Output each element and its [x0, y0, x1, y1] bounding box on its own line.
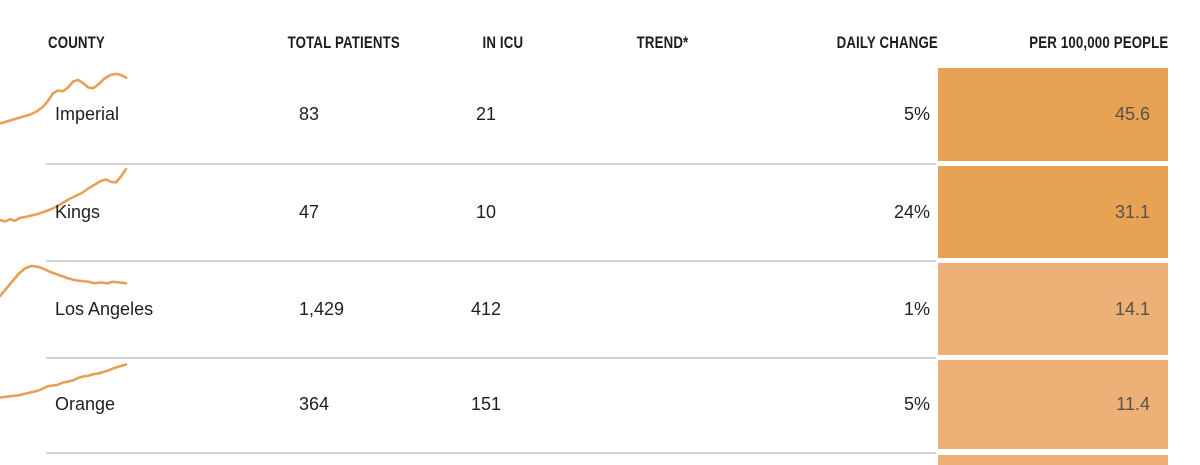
total-patients-value: 83 [299, 104, 320, 124]
per-100k-cell: 14.1 [938, 263, 1168, 355]
daily-change-value: 24% [893, 201, 930, 222]
header-total-patients: TOTAL PATIENTS [287, 33, 400, 52]
sparkline-svg [0, 68, 126, 128]
row-divider [46, 260, 936, 262]
header-in-icu: IN ICU [482, 33, 523, 52]
row-divider [46, 452, 936, 454]
county-name: Imperial [55, 104, 120, 124]
total-patients-value: 364 [299, 394, 330, 414]
row-divider [46, 163, 936, 165]
sparkline-svg [0, 360, 126, 420]
table-row: Los Angeles 1,429 412 1% 14.1 [0, 263, 1200, 355]
in-icu-value: 10 [475, 201, 497, 222]
table-row: Orange 364 151 5% 11.4 [0, 360, 1200, 449]
per-100k-cell: 31.1 [938, 166, 1168, 258]
row-divider [46, 357, 936, 359]
header-trend: TREND* [636, 33, 688, 52]
in-icu-value: 151 [470, 394, 502, 414]
trend-line [0, 266, 126, 296]
daily-change-value: 1% [903, 298, 930, 319]
in-icu-value: 412 [470, 298, 502, 319]
county-name: Orange [55, 394, 116, 414]
trend-line [0, 169, 126, 222]
header-daily-change: DAILY CHANGE [836, 33, 938, 52]
trend-sparkline [0, 68, 126, 128]
header-county: COUNTY [48, 33, 105, 52]
total-patients-value: 47 [299, 201, 320, 222]
trend-sparkline [0, 166, 126, 226]
daily-change-value: 5% [903, 394, 930, 414]
in-icu-value: 21 [475, 104, 497, 124]
sparkline-svg [0, 263, 126, 323]
total-patients-value: 1,429 [299, 298, 345, 319]
county-name: Kings [55, 201, 101, 222]
table-row: Kings 47 10 24% 31.1 [0, 166, 1200, 258]
table-row: Imperial 83 21 5% 45.6 [0, 68, 1200, 161]
per-100k-cell-partial-next-row [938, 455, 1168, 465]
trend-line [0, 365, 126, 398]
header-per-100000-people: PER 100,000 PEOPLE [1029, 33, 1169, 52]
trend-line [0, 74, 126, 124]
trend-sparkline [0, 360, 126, 420]
per-100k-cell: 11.4 [938, 360, 1168, 449]
sparkline-svg [0, 166, 126, 226]
per-100k-cell: 45.6 [938, 68, 1168, 161]
daily-change-value: 5% [903, 104, 930, 124]
county-name: Los Angeles [55, 298, 154, 319]
trend-sparkline [0, 263, 126, 323]
